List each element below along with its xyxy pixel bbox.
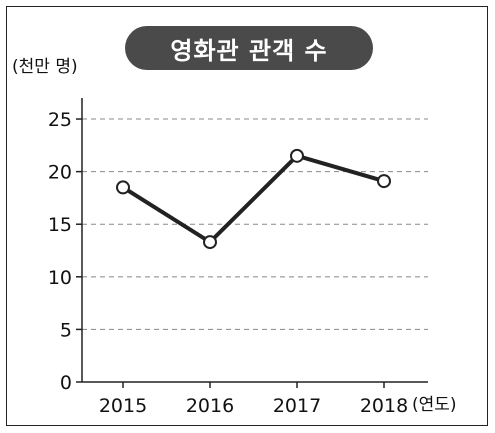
data-point xyxy=(203,235,217,250)
data-point xyxy=(377,174,391,189)
series-line xyxy=(121,153,385,245)
data-point xyxy=(290,148,304,163)
y-axis-label: (천만 명) xyxy=(12,57,78,77)
x-tick-label: 2017 xyxy=(273,395,321,417)
x-tick-label: 2015 xyxy=(99,395,147,417)
y-tick-label: 0 xyxy=(60,372,72,394)
data-point xyxy=(116,180,130,195)
x-tick-label: 2018 xyxy=(360,395,408,417)
x-axis-label: (연도) xyxy=(412,395,457,415)
y-tick-label: 20 xyxy=(48,162,72,184)
y-tick-label: 25 xyxy=(48,109,72,131)
y-tick-label: 10 xyxy=(48,267,72,289)
chart-frame xyxy=(6,6,488,426)
y-tick-label: 15 xyxy=(48,214,72,236)
chart-title: 영화관 관객 수 xyxy=(125,26,373,70)
x-tick-label: 2016 xyxy=(186,395,234,417)
y-tick-label: 5 xyxy=(60,319,72,341)
